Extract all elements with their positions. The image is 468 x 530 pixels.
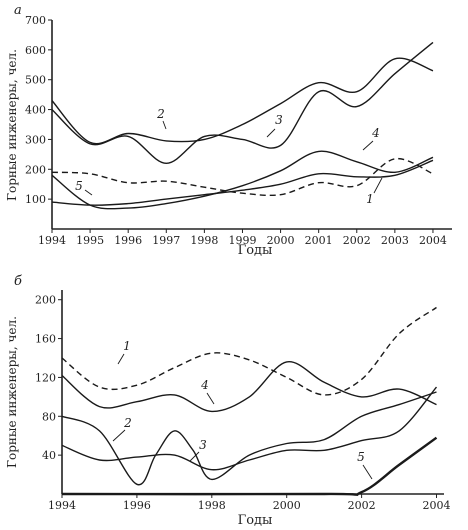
series-line-2 [61, 391, 437, 486]
x-tick-label: 1996 [114, 234, 142, 247]
x-tick-label: 1997 [152, 234, 180, 247]
x-tick-label: 2004 [423, 499, 451, 512]
series-label-5: 5 [75, 179, 83, 193]
series-leader-2 [162, 120, 167, 130]
series-label-3: 3 [199, 438, 207, 452]
x-tick-label: 1998 [198, 499, 226, 512]
y-tick-label: 40 [42, 449, 56, 462]
series-label-1: 1 [366, 192, 374, 206]
x-tick-label: 2002 [348, 499, 376, 512]
y-tick-label: 200 [25, 163, 46, 176]
x-tick-label: 2000 [273, 499, 301, 512]
series-label-1: 1 [123, 339, 131, 353]
series-leader-3 [189, 451, 200, 462]
x-axis-label: Годы [238, 513, 273, 528]
chart-panel-a: а 100 200 300 400 500 600 700 1994 1995 1996 1997 19… [5, 3, 452, 258]
series-leader-2 [112, 429, 126, 442]
series-line-1 [61, 306, 437, 396]
series-label-4: 4 [371, 126, 380, 140]
x-tick-label: 2001 [305, 234, 333, 247]
chart-panel-b: б 40 80 120 160 200 1994 1996 1998 2000 2002 2004 Го… [5, 274, 451, 528]
series-line-5 [61, 436, 438, 496]
series-leader-5 [362, 464, 373, 480]
panel-letter: а [14, 3, 22, 18]
series-leader-4 [206, 392, 215, 405]
y-tick-label: 300 [25, 133, 46, 146]
x-tick-label: 2000 [267, 234, 295, 247]
series-leader-4 [362, 140, 374, 151]
x-tick-label: 2004 [419, 234, 447, 247]
series-line-3 [51, 41, 434, 165]
y-tick-label: 600 [25, 44, 46, 57]
y-tick-label: 80 [42, 410, 56, 423]
x-tick-label: 1994 [48, 499, 76, 512]
x-tick-label: 1996 [123, 499, 151, 512]
series-line-3 [61, 386, 438, 471]
series-line-4 [51, 150, 434, 210]
x-tick-label: 1998 [190, 234, 218, 247]
series-label-3: 3 [275, 113, 283, 127]
series-line-1 [51, 159, 434, 206]
x-tick-label: 2003 [381, 234, 409, 247]
y-tick-label: 200 [35, 294, 56, 307]
x-axis-label: Годы [238, 243, 273, 258]
series-leader-5 [84, 189, 93, 196]
x-tick-label: 1994 [38, 234, 66, 247]
y-tick-label: 400 [25, 104, 46, 117]
y-tick-label: 700 [25, 14, 46, 27]
series-label-5: 5 [357, 450, 365, 464]
x-tick-label: 2002 [343, 234, 371, 247]
y-tick-label: 500 [25, 74, 46, 87]
series-leader-1 [373, 177, 383, 194]
y-tick-label: 120 [35, 371, 56, 384]
panel-letter: б [14, 274, 22, 289]
series-line-2 [51, 57, 434, 145]
x-tick-label: 1999 [228, 234, 256, 247]
y-tick-label: 100 [25, 193, 46, 206]
series-label-2: 2 [156, 107, 165, 121]
y-axis-label: Горные инженеры, чел. [5, 316, 19, 468]
x-tick-label: 1995 [76, 234, 104, 247]
y-tick-label: 160 [35, 333, 56, 346]
series-line-4 [61, 361, 437, 413]
series-label-2: 2 [123, 416, 132, 430]
series-leader-1 [117, 353, 125, 365]
series-leader-3 [266, 128, 276, 138]
series-label-4: 4 [200, 378, 209, 392]
series-line-5 [51, 158, 434, 197]
y-axis-label: Горные инженеры, чел. [5, 49, 19, 201]
